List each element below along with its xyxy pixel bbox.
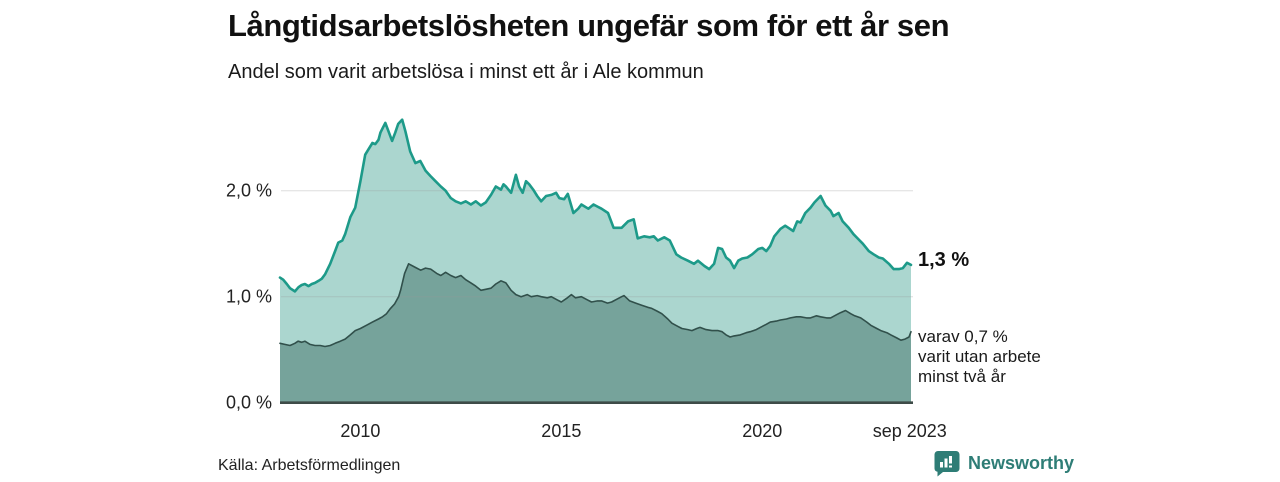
- brand-name: Newsworthy: [968, 453, 1075, 473]
- y-axis-tick-label: 0,0 %: [225, 392, 272, 413]
- x-axis-tick-label: 2010: [340, 421, 381, 441]
- x-axis-tick-label: 2015: [541, 421, 582, 441]
- y-axis-tick-label: 1,0 %: [225, 286, 272, 307]
- page-title: Långtidsarbetslösheten ungefär som för e…: [228, 8, 950, 43]
- end-note-line: minst två år: [918, 367, 1006, 386]
- source-attribution: Källa: Arbetsförmedlingen: [218, 457, 401, 474]
- brand-logo: Newsworthy: [934, 450, 1074, 477]
- newsworthy-icon: [934, 450, 960, 477]
- end-note-line: varit utan arbete: [918, 347, 1041, 366]
- series-end-note: varav 0,7 % varit utan arbete minst två …: [918, 327, 1041, 387]
- x-axis-tick-label: sep 2023: [872, 421, 947, 441]
- x-axis-tick-label: 2020: [742, 421, 783, 441]
- end-note-line: varav 0,7 %: [918, 327, 1008, 346]
- series-end-value-label: 1,3 %: [918, 249, 970, 271]
- y-axis-tick-label: 2,0 %: [225, 180, 272, 201]
- chart-subtitle: Andel som varit arbetslösa i minst ett å…: [228, 61, 704, 83]
